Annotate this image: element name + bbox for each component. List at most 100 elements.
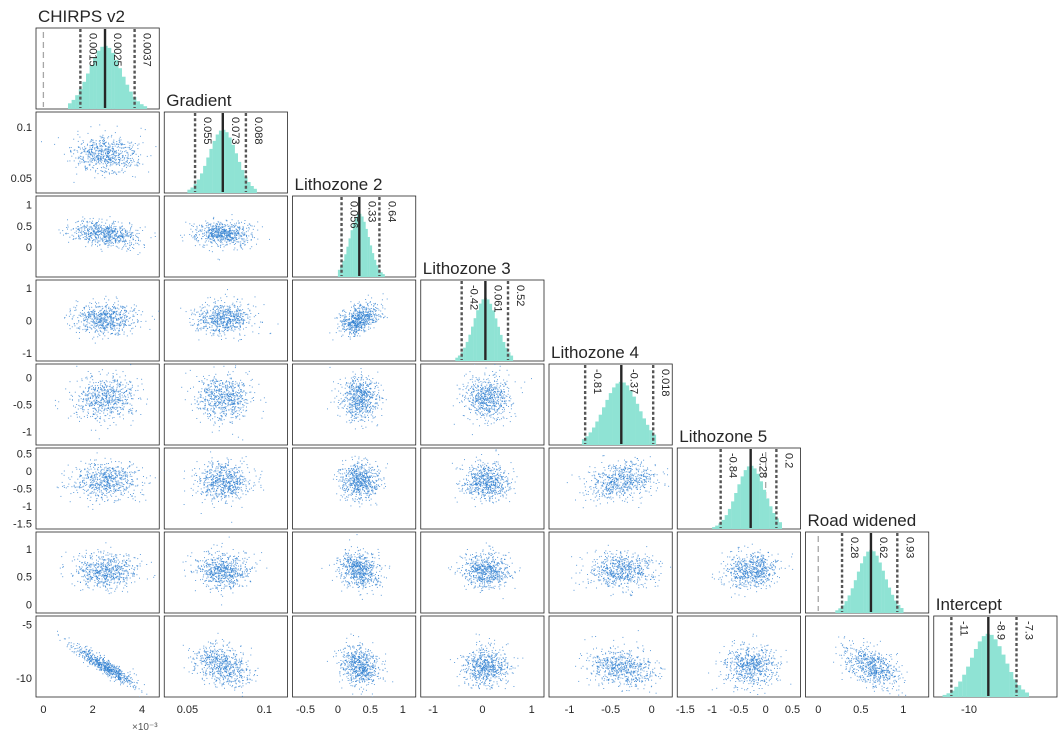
scatter-point <box>204 400 206 402</box>
scatter-point <box>114 307 116 309</box>
scatter-point <box>105 226 107 228</box>
scatter-point <box>82 405 84 407</box>
scatter-point <box>104 234 106 236</box>
scatter-point <box>128 142 130 144</box>
scatter-point <box>133 150 135 152</box>
scatter-point <box>130 148 131 150</box>
scatter-point <box>94 385 96 387</box>
scatter-point <box>131 412 133 414</box>
scatter-point <box>95 410 97 412</box>
scatter-point <box>103 387 105 389</box>
scatter-point <box>101 238 103 240</box>
scatter-point <box>263 397 265 399</box>
scatter-point <box>130 364 132 366</box>
scatter-point <box>247 224 249 226</box>
scatter-point <box>218 306 220 308</box>
scatter-point <box>209 315 211 317</box>
scatter-point <box>113 171 115 173</box>
scatter-point <box>219 316 221 318</box>
scatter-point <box>190 228 192 230</box>
scatter-point <box>344 314 346 316</box>
scatter-point <box>121 317 123 319</box>
scatter-point <box>93 309 95 311</box>
scatter-point <box>106 324 108 325</box>
scatter-point <box>116 246 118 248</box>
scatter-point <box>128 158 130 160</box>
scatter-point <box>354 317 356 319</box>
scatter-point <box>371 310 373 312</box>
scatter-point <box>244 223 246 224</box>
scatter-point <box>88 156 90 158</box>
scatter-point <box>95 227 97 228</box>
scatter-point <box>222 235 224 237</box>
scatter-point <box>200 322 202 324</box>
scatter-point <box>140 135 141 137</box>
scatter-point <box>250 225 252 227</box>
scatter-point <box>100 309 102 311</box>
scatter-point <box>122 225 123 227</box>
scatter-point <box>111 230 113 231</box>
scatter-point <box>90 233 92 235</box>
scatter-point <box>214 233 216 235</box>
scatter-point <box>227 329 229 331</box>
scatter-point <box>223 317 225 319</box>
scatter-point <box>86 151 88 153</box>
scatter-point <box>101 392 103 394</box>
scatter-point <box>359 308 361 310</box>
scatter-point <box>260 321 262 323</box>
scatter-point <box>224 310 226 312</box>
scatter-point <box>78 146 79 148</box>
scatter-point <box>233 320 235 322</box>
scatter-point <box>248 370 250 372</box>
scatter-point <box>114 322 116 324</box>
scatter-point <box>116 373 118 375</box>
scatter-point <box>97 318 99 319</box>
scatter-point <box>139 240 141 242</box>
scatter-point <box>87 132 89 134</box>
scatter-point <box>109 159 111 161</box>
scatter-point <box>107 241 109 243</box>
scatter-point <box>80 321 82 323</box>
scatter-point <box>69 236 71 238</box>
scatter-point <box>87 416 88 418</box>
scatter-point <box>126 382 128 384</box>
scatter-point <box>67 226 69 228</box>
scatter-point <box>102 319 104 321</box>
scatter-point <box>138 239 139 241</box>
scatter-point <box>234 326 236 328</box>
scatter-point <box>79 238 81 239</box>
scatter-point <box>100 318 102 320</box>
scatter-point <box>240 232 242 234</box>
scatter-point <box>261 417 263 419</box>
scatter-point <box>99 152 101 154</box>
scatter-point <box>218 235 220 237</box>
scatter-point <box>107 405 109 406</box>
scatter-point <box>100 150 102 152</box>
scatter-point <box>126 233 128 235</box>
scatter-point <box>109 157 111 159</box>
scatter-point <box>132 322 134 324</box>
scatter-point <box>129 310 131 312</box>
scatter-point <box>185 221 187 223</box>
scatter-point <box>103 233 105 235</box>
scatter-point <box>197 330 199 332</box>
scatter-point <box>88 238 90 240</box>
scatter-point <box>229 404 231 406</box>
scatter-point <box>106 325 108 327</box>
scatter-point <box>102 338 104 340</box>
scatter-point <box>350 325 352 327</box>
scatter-point <box>214 239 216 241</box>
scatter-point <box>112 377 114 379</box>
scatter-point <box>232 236 234 238</box>
scatter-point <box>235 381 237 383</box>
scatter-point <box>127 383 129 385</box>
scatter-point <box>229 320 231 322</box>
scatter-point <box>121 388 123 390</box>
scatter-point <box>348 318 350 320</box>
scatter-point <box>217 258 219 260</box>
scatter-point <box>99 406 101 408</box>
scatter-point <box>109 239 111 241</box>
scatter-point <box>349 323 351 324</box>
scatter-point <box>230 319 232 321</box>
scatter-point <box>110 309 112 311</box>
